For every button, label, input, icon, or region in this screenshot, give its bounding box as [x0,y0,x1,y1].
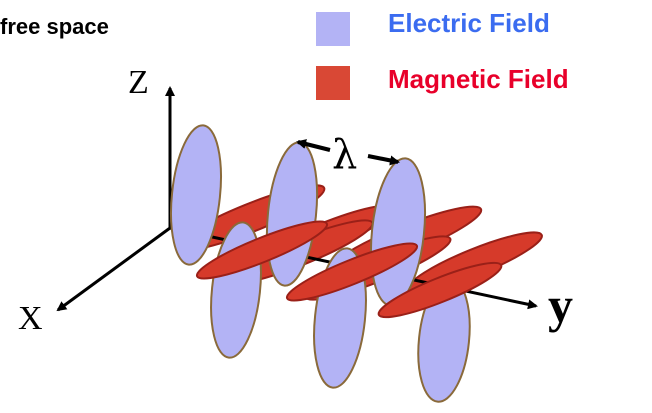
magnetic-field-lobe [195,220,329,280]
electric-field-legend-label: Electric Field [388,8,550,38]
z-axis-label: Z [128,64,149,101]
x-axis-label: X [18,300,43,337]
magnetic-field-lobe [377,261,503,319]
magnetic-field-lobe [285,242,419,302]
magnetic-field-legend-label: Magnetic Field [388,64,569,94]
y-axis-label: y [548,277,573,333]
wavelength-label: λ [332,132,358,178]
electric-field-lobe [170,124,222,266]
electric-field-lobe [265,141,319,287]
x-axis [56,226,171,312]
lambda-right-arrow [367,154,400,166]
diagram-title: free space [0,14,109,39]
electric-field-swatch [316,12,350,46]
wavelength-marker [296,139,400,166]
lambda-left-arrow [296,139,331,152]
magnetic-field-swatch [316,66,350,100]
